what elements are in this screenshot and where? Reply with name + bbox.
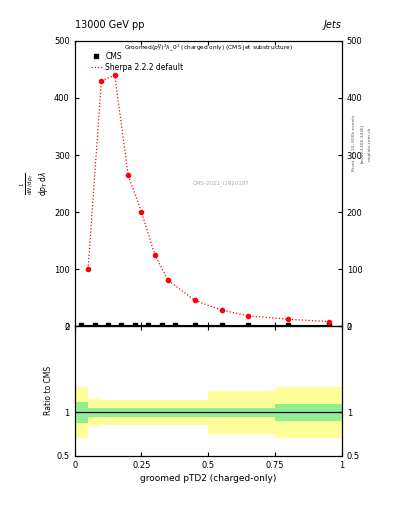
- Bar: [182, 400, 208, 424]
- CMS: [132, 322, 137, 328]
- Text: Rivet 3.1.10, 600k events: Rivet 3.1.10, 600k events: [352, 115, 356, 172]
- CMS: [146, 322, 151, 328]
- Bar: [275, 404, 342, 421]
- Sherpa 2.2.2 default: [219, 307, 224, 313]
- Sherpa 2.2.2 default: [166, 278, 171, 284]
- Text: 13000 GeV pp: 13000 GeV pp: [75, 19, 144, 30]
- Sherpa 2.2.2 default: [246, 313, 251, 319]
- Sherpa 2.2.2 default: [152, 252, 157, 258]
- Text: Jets: Jets: [324, 19, 342, 30]
- Y-axis label: $\frac{1}{\mathrm{d}N\,/\,\mathrm{d}p_T}$
$\mathrm{d}p_T\,\mathrm{d}\lambda$: $\frac{1}{\mathrm{d}N\,/\,\mathrm{d}p_T}…: [18, 171, 50, 196]
- Bar: [155, 400, 182, 424]
- Legend: CMS, Sherpa 2.2.2 default: CMS, Sherpa 2.2.2 default: [89, 51, 185, 73]
- Sherpa 2.2.2 default: [286, 316, 291, 323]
- Text: Groomed$(p_T^D)^2\lambda\_0^2$ (charged only) (CMS jet substructure): Groomed$(p_T^D)^2\lambda\_0^2$ (charged …: [124, 42, 293, 53]
- CMS: [173, 322, 177, 328]
- Bar: [88, 399, 101, 426]
- Sherpa 2.2.2 default: [326, 318, 331, 325]
- CMS: [219, 322, 224, 328]
- Bar: [75, 402, 88, 423]
- Bar: [128, 408, 155, 417]
- X-axis label: groomed pTD2 (charged-only): groomed pTD2 (charged-only): [140, 474, 277, 483]
- Bar: [182, 408, 208, 417]
- Bar: [101, 408, 115, 417]
- CMS: [326, 322, 331, 328]
- CMS: [79, 322, 84, 328]
- CMS: [106, 322, 110, 328]
- CMS: [92, 322, 97, 328]
- CMS: [119, 322, 124, 328]
- Sherpa 2.2.2 default: [112, 72, 117, 78]
- Sherpa 2.2.2 default: [193, 297, 197, 304]
- Bar: [101, 400, 115, 424]
- Sherpa 2.2.2 default: [99, 78, 104, 84]
- CMS: [246, 322, 251, 328]
- Bar: [275, 387, 342, 438]
- Line: Sherpa 2.2.2 default: Sherpa 2.2.2 default: [88, 75, 329, 322]
- Y-axis label: Ratio to CMS: Ratio to CMS: [44, 366, 53, 415]
- Line: CMS: CMS: [80, 323, 330, 327]
- Bar: [208, 408, 275, 417]
- CMS: [193, 322, 197, 328]
- Text: CMS-2021_I1920187: CMS-2021_I1920187: [192, 181, 249, 186]
- CMS: [286, 322, 291, 328]
- Sherpa 2.2.2 default: [139, 209, 144, 215]
- Bar: [128, 400, 155, 424]
- Text: mcplots.cern.ch: mcplots.cern.ch: [367, 126, 371, 161]
- Bar: [155, 408, 182, 417]
- Bar: [115, 408, 128, 417]
- Text: [arXiv:1306.3436]: [arXiv:1306.3436]: [360, 124, 364, 163]
- Bar: [115, 400, 128, 424]
- Bar: [88, 408, 101, 417]
- Bar: [208, 391, 275, 434]
- Bar: [75, 387, 88, 438]
- CMS: [159, 322, 164, 328]
- Sherpa 2.2.2 default: [86, 266, 90, 272]
- Sherpa 2.2.2 default: [126, 172, 130, 178]
